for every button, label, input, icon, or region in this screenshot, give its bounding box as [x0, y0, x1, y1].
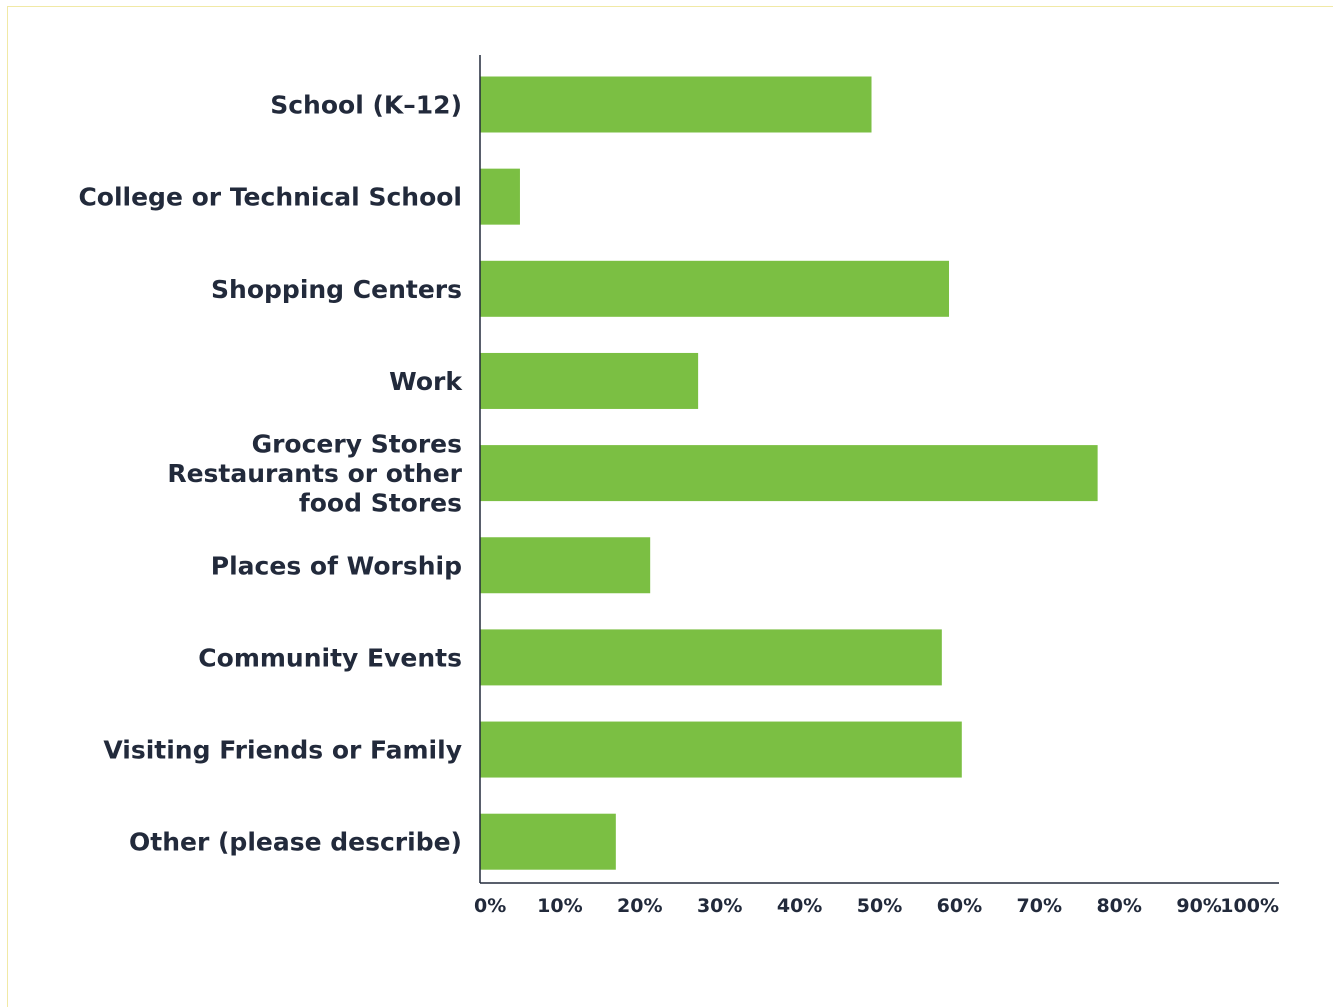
x-tick-label: 0% [474, 895, 506, 917]
x-tick-label: 20% [617, 895, 662, 917]
x-tick-label: 70% [1017, 895, 1062, 917]
bar [480, 445, 1098, 502]
x-tick-label: 90% [1176, 895, 1221, 917]
category-labels: School (K–12) College or Technical School… [78, 91, 463, 857]
category-label: School (K–12) [270, 91, 462, 120]
chart-frame [7, 6, 1333, 1007]
bar [480, 537, 651, 594]
x-tick-label: 80% [1096, 895, 1141, 917]
category-label: Shopping Centers [211, 275, 462, 304]
bar [480, 168, 520, 225]
bars-group [480, 76, 1098, 870]
category-label-line: Work [389, 367, 463, 396]
category-label-line: College or Technical School [78, 183, 462, 212]
category-label-line: Other (please describe) [129, 828, 462, 857]
x-tick-label: 10% [537, 895, 582, 917]
category-label: Community Events [198, 643, 462, 672]
category-label: Grocery Stores Restaurants or other food S… [167, 430, 462, 518]
category-label: Visiting Friends or Family [103, 736, 462, 765]
x-tick-label: 30% [697, 895, 742, 917]
category-label: Other (please describe) [129, 828, 462, 857]
x-tick-label: 100% [1220, 895, 1279, 917]
x-tick-label: 50% [857, 895, 902, 917]
category-label-line: Grocery Stores [252, 430, 462, 459]
x-tick-label: 40% [777, 895, 822, 917]
bar [480, 76, 872, 133]
category-label-line: Visiting Friends or Family [103, 736, 462, 765]
category-label: Work [389, 367, 463, 396]
bar [480, 813, 616, 870]
category-label-line: School (K–12) [270, 91, 462, 120]
bar [480, 629, 942, 686]
bar [480, 260, 950, 317]
category-label-line: Restaurants or other [167, 459, 462, 488]
bar [480, 352, 699, 409]
x-tick-label: 60% [937, 895, 982, 917]
category-label: Places of Worship [211, 551, 462, 580]
category-label-line: food Stores [299, 489, 462, 518]
category-label-line: Places of Worship [211, 551, 462, 580]
category-label-line: Community Events [198, 643, 462, 672]
x-tick-labels: 0% 10% 20% 30% 40% 50% 60% 70% 80% 90%100% [474, 895, 1279, 917]
category-label-line: Shopping Centers [211, 275, 462, 304]
category-label: College or Technical School [78, 183, 462, 212]
bar [480, 721, 962, 778]
